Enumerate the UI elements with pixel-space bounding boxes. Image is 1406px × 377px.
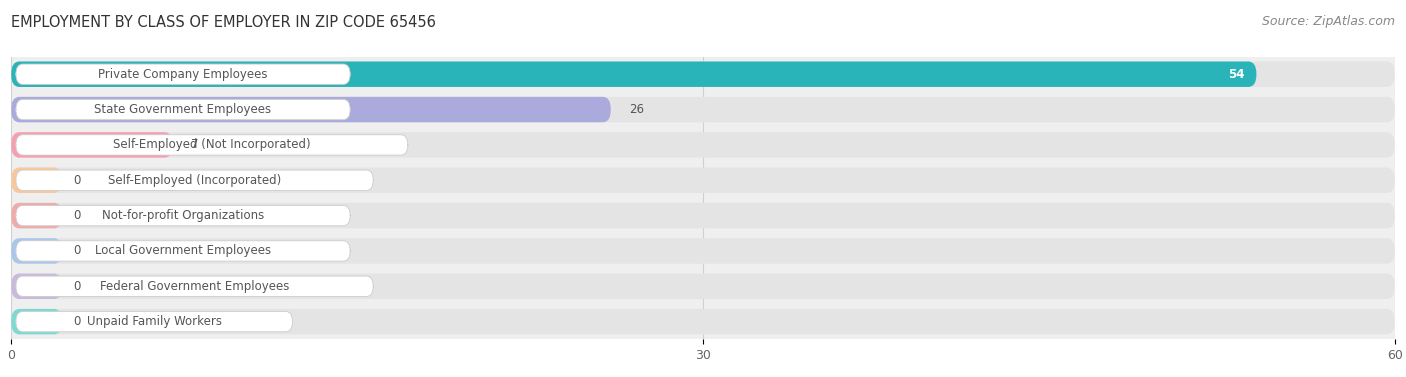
FancyBboxPatch shape bbox=[11, 274, 62, 299]
Text: Not-for-profit Organizations: Not-for-profit Organizations bbox=[101, 209, 264, 222]
Text: Private Company Employees: Private Company Employees bbox=[98, 68, 267, 81]
FancyBboxPatch shape bbox=[15, 100, 350, 120]
Text: 54: 54 bbox=[1229, 68, 1244, 81]
FancyBboxPatch shape bbox=[11, 167, 62, 193]
Text: 0: 0 bbox=[73, 209, 82, 222]
FancyBboxPatch shape bbox=[11, 203, 62, 228]
FancyBboxPatch shape bbox=[11, 132, 173, 158]
Text: EMPLOYMENT BY CLASS OF EMPLOYER IN ZIP CODE 65456: EMPLOYMENT BY CLASS OF EMPLOYER IN ZIP C… bbox=[11, 15, 436, 30]
Text: Federal Government Employees: Federal Government Employees bbox=[100, 280, 290, 293]
Text: Self-Employed (Not Incorporated): Self-Employed (Not Incorporated) bbox=[112, 138, 311, 152]
FancyBboxPatch shape bbox=[11, 61, 1395, 87]
FancyBboxPatch shape bbox=[11, 274, 1395, 299]
FancyBboxPatch shape bbox=[15, 64, 350, 84]
FancyBboxPatch shape bbox=[15, 135, 408, 155]
Text: State Government Employees: State Government Employees bbox=[94, 103, 271, 116]
FancyBboxPatch shape bbox=[11, 238, 62, 264]
FancyBboxPatch shape bbox=[15, 170, 373, 190]
Text: 0: 0 bbox=[73, 174, 82, 187]
FancyBboxPatch shape bbox=[15, 241, 350, 261]
Text: 0: 0 bbox=[73, 280, 82, 293]
Text: 26: 26 bbox=[630, 103, 644, 116]
Text: Self-Employed (Incorporated): Self-Employed (Incorporated) bbox=[108, 174, 281, 187]
FancyBboxPatch shape bbox=[11, 167, 1395, 193]
FancyBboxPatch shape bbox=[15, 276, 373, 296]
Text: Source: ZipAtlas.com: Source: ZipAtlas.com bbox=[1261, 15, 1395, 28]
FancyBboxPatch shape bbox=[11, 97, 1395, 122]
FancyBboxPatch shape bbox=[11, 132, 1395, 158]
Text: 0: 0 bbox=[73, 315, 82, 328]
Text: 0: 0 bbox=[73, 244, 82, 257]
Text: 7: 7 bbox=[191, 138, 198, 152]
FancyBboxPatch shape bbox=[11, 61, 1257, 87]
FancyBboxPatch shape bbox=[11, 203, 1395, 228]
FancyBboxPatch shape bbox=[11, 309, 1395, 334]
FancyBboxPatch shape bbox=[15, 205, 350, 226]
FancyBboxPatch shape bbox=[15, 311, 292, 332]
Text: Unpaid Family Workers: Unpaid Family Workers bbox=[87, 315, 222, 328]
FancyBboxPatch shape bbox=[11, 97, 610, 122]
Text: Local Government Employees: Local Government Employees bbox=[96, 244, 271, 257]
FancyBboxPatch shape bbox=[11, 238, 1395, 264]
FancyBboxPatch shape bbox=[11, 309, 62, 334]
